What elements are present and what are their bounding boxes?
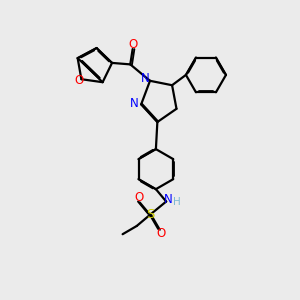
Text: S: S	[146, 208, 154, 221]
Text: N: N	[130, 97, 139, 110]
Text: N: N	[164, 193, 172, 206]
Text: O: O	[129, 38, 138, 51]
Text: O: O	[134, 191, 144, 204]
Text: O: O	[74, 74, 84, 87]
Text: H: H	[172, 197, 180, 207]
Text: N: N	[141, 72, 149, 85]
Text: O: O	[156, 227, 165, 240]
